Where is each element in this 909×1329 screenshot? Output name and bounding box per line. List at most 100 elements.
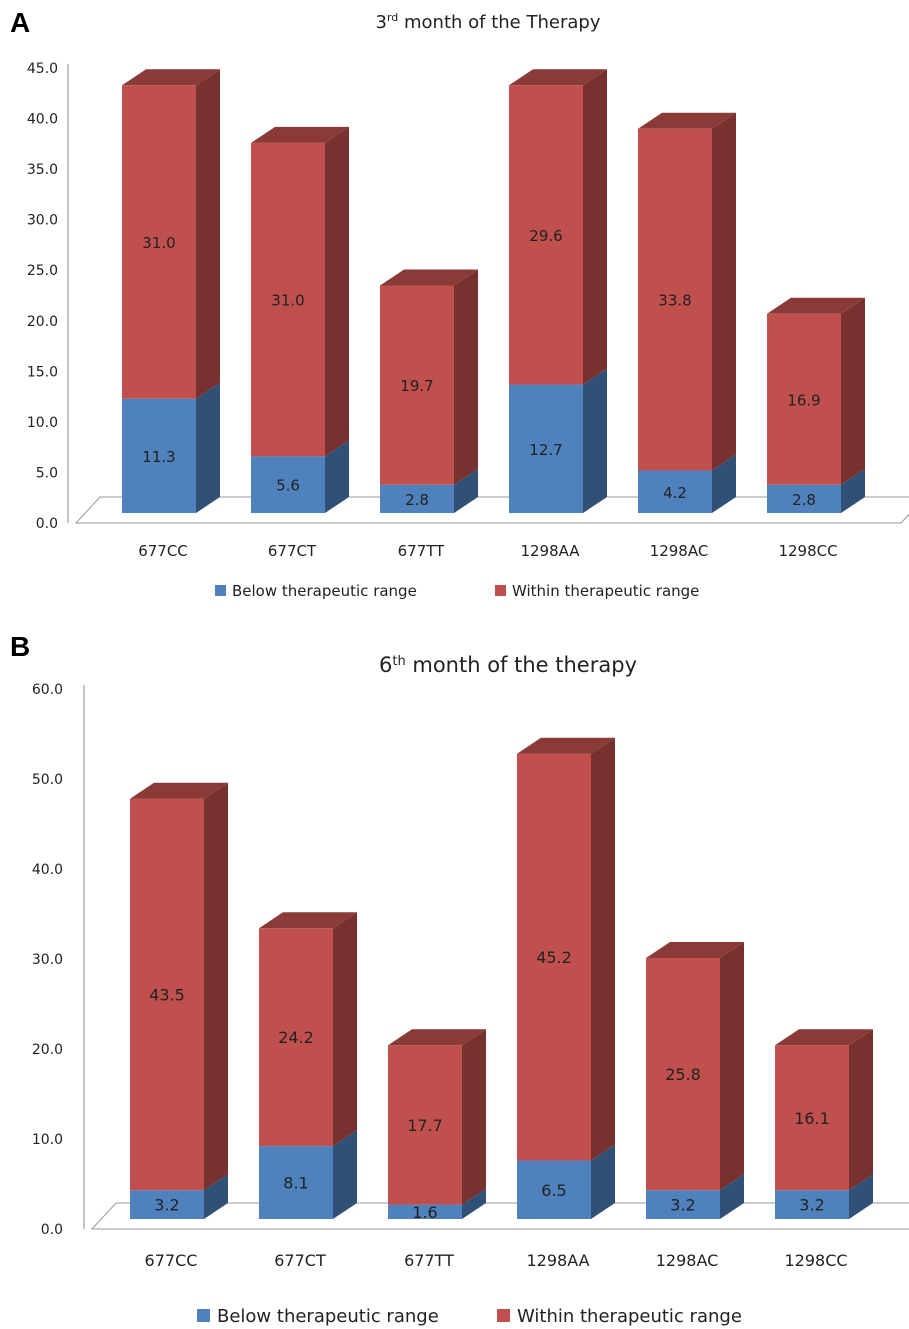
bar-within-front <box>767 313 841 485</box>
data-label-within: 17.7 <box>407 1116 443 1135</box>
data-label-below: 5.6 <box>276 477 300 495</box>
panel-b: B 6th month of the therapy 0.0 10.0 20.0 30.0… <box>10 631 909 1327</box>
bar-within-side <box>204 782 228 1191</box>
bar-below-front <box>638 470 712 513</box>
data-label-below: 12.7 <box>529 441 562 459</box>
bar-within-side <box>454 269 478 485</box>
data-label-below: 11.3 <box>142 448 175 466</box>
bar-below-side <box>712 454 736 513</box>
bar-top <box>638 112 736 129</box>
bar-within-side <box>583 69 607 385</box>
bar-group: 2.8 16.9 <box>767 297 865 513</box>
bar-below-front <box>388 1204 462 1219</box>
panel-letter: B <box>10 631 30 662</box>
bar-within-side <box>462 1029 486 1205</box>
data-label-within: 16.1 <box>794 1109 830 1128</box>
legend-label: Below therapeutic range <box>232 582 417 600</box>
bar-within-side <box>333 912 357 1147</box>
y-tick-label: 10.0 <box>32 1132 63 1148</box>
y-tick-label: 50.0 <box>32 772 63 788</box>
bar-within-side <box>591 737 615 1161</box>
data-label-within: 33.8 <box>658 292 691 310</box>
panel-letter: A <box>10 7 30 38</box>
y-tick-label: 30.0 <box>27 213 58 229</box>
data-label-within: 25.8 <box>665 1065 701 1084</box>
bar-group: 3.2 25.8 <box>646 942 744 1219</box>
chart-title-text: month of the Therapy <box>398 12 601 33</box>
data-label-below: 1.6 <box>412 1203 437 1222</box>
data-label-within: 45.2 <box>536 948 572 967</box>
bar-group: 5.6 31.0 <box>251 126 349 513</box>
x-category-label: 677CC <box>138 542 188 560</box>
bar-group: 3.2 43.5 <box>130 782 228 1219</box>
y-tick-label: 30.0 <box>32 952 63 968</box>
bar-group: 6.5 45.2 <box>517 737 615 1219</box>
bar-below-front <box>122 398 196 513</box>
floor-plane <box>90 1202 909 1230</box>
legend-swatch <box>215 585 226 596</box>
bar-top <box>380 269 478 286</box>
floor-plane <box>74 496 909 524</box>
x-category-label: 1298AC <box>656 1251 719 1270</box>
data-label-below: 2.8 <box>792 491 816 509</box>
bar-within-side <box>196 69 220 399</box>
y-tick-label: 45.0 <box>27 61 58 77</box>
y-tick-label: 40.0 <box>27 112 58 128</box>
bar-group: 1.6 17.7 <box>388 1029 486 1222</box>
bar-top <box>388 1029 486 1046</box>
bar-group: 8.1 24.2 <box>259 912 357 1219</box>
x-category-label: 677CC <box>145 1251 198 1270</box>
legend-swatch <box>497 1309 510 1322</box>
bar-top <box>259 912 357 929</box>
bar-within-front <box>388 1045 462 1205</box>
data-label-within: 16.9 <box>787 391 820 409</box>
y-tick-label: 15.0 <box>27 364 58 380</box>
data-label-below: 3.2 <box>670 1196 695 1215</box>
bar-top <box>646 942 744 958</box>
y-tick-label: 40.0 <box>32 862 63 878</box>
bar-group: 4.2 33.8 <box>638 112 736 513</box>
bar-within-front <box>251 142 325 457</box>
bar-group: 11.3 31.0 <box>122 69 220 513</box>
bar-below-front <box>509 384 583 513</box>
legend-swatch <box>495 585 506 596</box>
bar-below-front <box>767 484 841 513</box>
chart-title: 3rd month of the Therapy <box>376 11 601 33</box>
y-tick-label: 5.0 <box>36 465 58 481</box>
x-category-label: 677TT <box>398 542 446 560</box>
x-category-label: 677CT <box>274 1251 326 1270</box>
x-category-label: 677TT <box>404 1251 454 1270</box>
y-tick-label: 20.0 <box>27 314 58 330</box>
bar-top <box>517 737 615 754</box>
y-tick-label: 0.0 <box>36 516 58 532</box>
y-tick-label: 60.0 <box>32 682 63 698</box>
bar-within-side <box>841 297 865 485</box>
data-label-within: 43.5 <box>149 985 185 1004</box>
data-label-below: 3.2 <box>154 1196 179 1215</box>
legend-swatch <box>197 1309 210 1322</box>
chart-title-superscript: rd <box>387 11 398 24</box>
data-label-within: 29.6 <box>529 227 562 245</box>
bar-within-front <box>517 753 591 1161</box>
bar-below-front <box>259 1146 333 1219</box>
y-tick-label: 10.0 <box>27 415 58 431</box>
x-category-label: 1298AA <box>520 542 580 560</box>
bar-below-side <box>454 468 478 513</box>
chart-title-number: 3 <box>376 12 387 33</box>
bar-within-front <box>646 958 720 1191</box>
data-label-within: 31.0 <box>142 234 175 252</box>
bar-below-side <box>204 1174 228 1219</box>
x-category-label: 1298CC <box>784 1251 847 1270</box>
y-tick-label: 0.0 <box>41 1222 63 1238</box>
bar-top <box>130 782 228 799</box>
bar-within-front <box>259 928 333 1147</box>
chart-title-number: 6 <box>379 653 392 677</box>
x-category-label: 1298AA <box>526 1251 589 1270</box>
bar-below-front <box>130 1190 204 1219</box>
bar-below-side <box>720 1174 744 1219</box>
bar-within-front <box>638 128 712 471</box>
x-category-label: 677CT <box>268 542 317 560</box>
data-label-below: 3.2 <box>799 1196 824 1215</box>
bar-top <box>509 69 607 86</box>
